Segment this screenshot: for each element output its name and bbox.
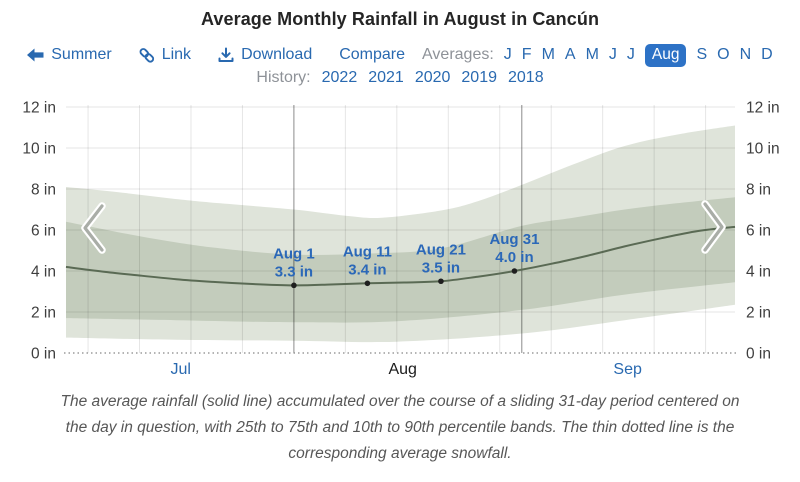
history-year-2022[interactable]: 2022 [321,69,358,86]
point-label-date: Aug 11 [343,243,392,260]
link-button-label: Link [161,46,192,63]
month-link-A[interactable]: A [564,46,576,63]
ytick-left: 0 in [31,346,56,363]
month-link-D[interactable]: D [761,46,773,63]
next-period-chevron[interactable] [701,200,726,254]
month-link-O[interactable]: O [717,46,730,63]
toolbar: Summer Link Download Compare [0,43,800,67]
ytick-right: 2 in [746,305,771,322]
month-selected-badge: Aug [644,43,687,67]
ytick-left: 6 in [31,223,56,240]
back-to-summer-link[interactable]: Summer [27,46,112,64]
history-year-2020[interactable]: 2020 [414,69,451,86]
caption-line-3: corresponding average snowfall. [288,445,512,462]
month-link-J[interactable]: J [626,46,635,63]
month-link-F[interactable]: F [521,46,532,63]
history-year-list: 2022 2021 2020 2019 2018 [322,69,544,87]
ytick-left: 2 in [31,305,56,322]
chart-caption: The average rainfall (solid line) accumu… [0,389,800,467]
history-year-2018[interactable]: 2018 [508,69,544,86]
link-button[interactable]: Link [139,46,191,64]
arrow-left-icon [27,48,44,62]
history-label: History: [256,69,311,86]
month-link-S[interactable]: S [696,46,708,63]
ytick-left: 12 in [22,100,56,117]
prev-period-chevron[interactable] [81,202,106,254]
download-button-label: Download [241,46,313,63]
history-year-2019[interactable]: 2019 [461,69,497,86]
data-point-dot [291,282,297,289]
averages-month-selector: Averages: J F M A M J J Aug S O N D [422,43,773,67]
average-rainfall-path [65,225,736,287]
point-label-date: Aug 21 [416,241,466,258]
data-point-dot [364,280,371,287]
back-link-label: Summer [51,46,112,63]
point-label-value: 4.0 in [495,249,533,266]
download-button[interactable]: Download [218,46,312,64]
ytick-right: 0 in [746,346,771,363]
caption-line-1: The average rainfall (solid line) accumu… [60,393,740,410]
point-label-value: 3.4 in [348,261,386,278]
point-label-date: Aug 31 [489,231,539,248]
data-point-labels: Aug 13.3 in Aug 113.4 in Aug 213.5 in Aug 3… [273,231,539,280]
data-point-dots [291,268,518,289]
ytick-right: 12 in [746,100,780,117]
point-label-date: Aug 1 [273,245,315,262]
month-axis-label-Aug: Aug [388,361,416,378]
month-link-J[interactable]: J [503,46,512,63]
ytick-right: 6 in [746,223,771,240]
month-axis-label-Jul[interactable]: Jul [170,361,190,378]
ytick-right: 4 in [746,264,771,281]
caption-line-2: the day in question, with 25th to 75th a… [65,419,735,436]
compare-link-label: Compare [339,46,406,63]
history-row: History: 2022 2021 2020 2019 2018 [0,67,800,89]
point-label-value: 3.3 in [275,263,313,280]
ytick-left: 4 in [31,264,56,281]
month-link-M[interactable]: M [585,46,599,63]
averages-label: Averages: [422,46,494,63]
average-rainfall-line [65,225,736,287]
page-title: Average Monthly Rainfall in August in Ca… [200,9,600,29]
history-year-2021[interactable]: 2021 [368,69,404,86]
chevron-left-icon [83,204,104,252]
axis-tick-labels: 0 in 0 in 2 in 2 in 4 in 4 in 6 in 6 in 8 in 8 in… [22,100,779,363]
point-label-value: 3.5 in [422,259,460,276]
month-link-N[interactable]: N [739,46,752,63]
data-point-dot [438,278,444,285]
month-link-M[interactable]: M [541,46,555,63]
download-icon [218,47,234,62]
link-chain-icon [139,47,154,63]
chevron-right-icon [703,202,724,252]
month-letter-list: J F M A M J J Aug S O N D [503,43,773,67]
compare-link[interactable]: Compare [339,46,405,64]
month-link-J[interactable]: J [608,46,617,63]
ytick-right: 8 in [746,182,771,199]
month-axis-label-Sep[interactable]: Sep [613,361,642,378]
month-axis-labels: Jul Aug Sep [170,361,642,378]
percentile-bands [66,125,735,343]
ytick-left: 10 in [22,141,56,158]
ytick-left: 8 in [31,182,56,199]
band-inner-25-75 [66,197,735,323]
ytick-right: 10 in [746,141,780,158]
data-point-dot [511,268,518,274]
